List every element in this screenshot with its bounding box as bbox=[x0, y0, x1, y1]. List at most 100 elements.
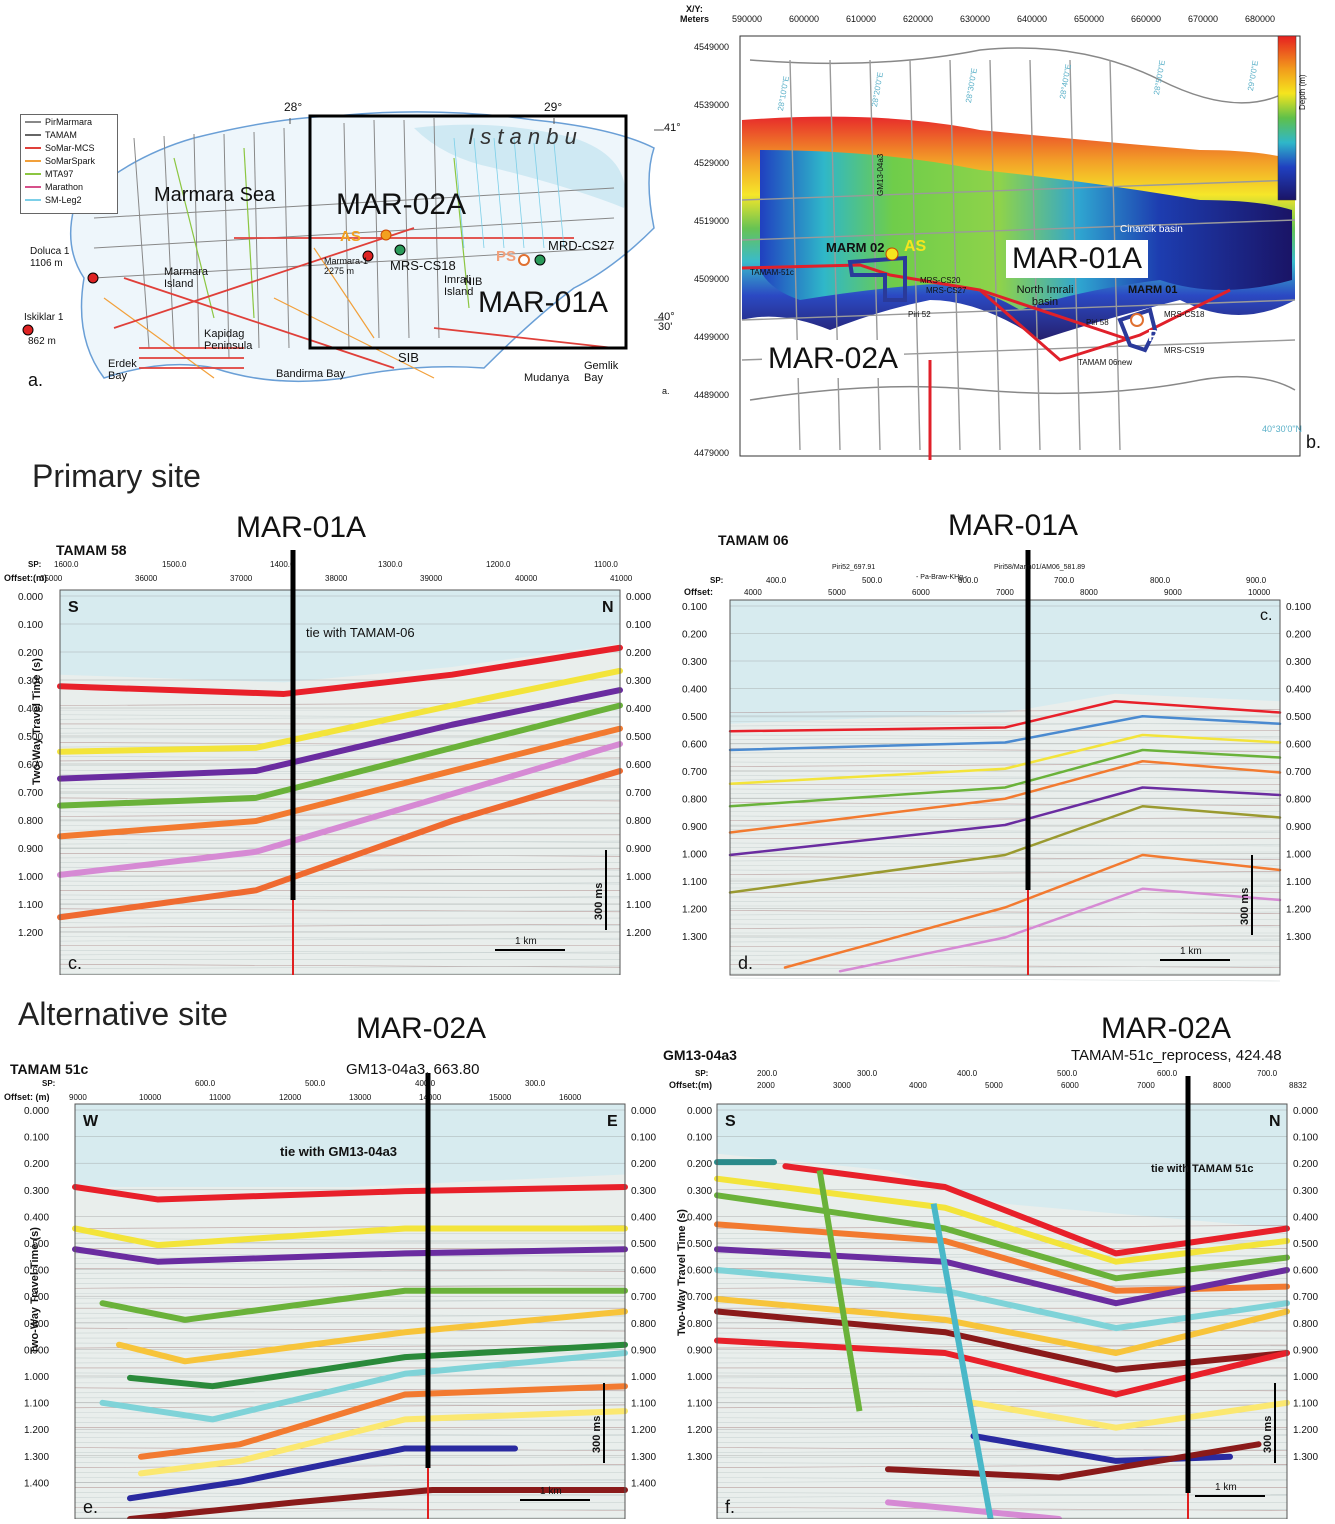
tie-line-header: TAMAM-51c_reprocess, 424.48 bbox=[1071, 1047, 1282, 1064]
horizon-pick bbox=[885, 1499, 1062, 1522]
panel-site-title: MAR-01A bbox=[236, 511, 366, 544]
offset-tick: 2000 bbox=[757, 1081, 775, 1090]
reflector-texture bbox=[59, 923, 621, 928]
reflector-texture bbox=[74, 1270, 626, 1274]
map-a-mar02a-label: MAR-02A bbox=[336, 188, 467, 221]
mrd-cs27-marker bbox=[534, 254, 546, 266]
y-axis-title: Two-Way Travel Time (s) bbox=[29, 1227, 41, 1354]
horizon-pick bbox=[57, 767, 623, 921]
tie-annotation: tie with GM13-04a3 bbox=[280, 1144, 397, 1159]
horizon-pick bbox=[127, 1486, 628, 1522]
sp-tick: 700.0 bbox=[1257, 1069, 1278, 1078]
offset-tick: 8832 bbox=[1289, 1081, 1307, 1090]
y-tick-right: 0.200 bbox=[626, 648, 651, 659]
gemlik-label: Gemlik Bay bbox=[584, 360, 619, 384]
map-a-as-label: AS bbox=[340, 228, 361, 245]
y-tick-right: 0.200 bbox=[1293, 1159, 1318, 1170]
sp-label: SP: bbox=[28, 560, 41, 569]
map-b-y-tick: 4519000 bbox=[694, 216, 730, 226]
horizon-pick bbox=[782, 1163, 1290, 1257]
y-tick-left: 0.500 bbox=[687, 1239, 712, 1250]
y-tick-right: 0.000 bbox=[626, 592, 651, 603]
y-tick-left: 0.600 bbox=[682, 740, 707, 751]
mrs-cs19-label: MRS-CS19 bbox=[1164, 346, 1205, 355]
y-tick-right: 0.100 bbox=[631, 1133, 656, 1144]
y-tick-right: 0.900 bbox=[626, 844, 651, 855]
y-tick-right: 0.400 bbox=[626, 704, 651, 715]
y-tick-right: 0.800 bbox=[1293, 1319, 1318, 1330]
map-b-x-tick: 650000 bbox=[1074, 14, 1105, 24]
sp-tick: 600.0 bbox=[195, 1079, 216, 1088]
offset-tick: 36000 bbox=[135, 574, 158, 583]
y-tick-left: 0.100 bbox=[682, 602, 707, 613]
map-b-y-tick: 4489000 bbox=[694, 390, 730, 400]
sib-label: SIB bbox=[398, 350, 419, 365]
panel-f-svg: 0.000 0.000 0.100 0.100 0.200 0.200 0.300 0.300… bbox=[663, 1012, 1318, 1524]
imrali-label: Imrali Island bbox=[444, 274, 474, 298]
y-tick-right: 0.500 bbox=[1286, 712, 1311, 723]
reflector-texture bbox=[729, 869, 1281, 874]
tie-annotation: tie with TAMAM-06 bbox=[306, 625, 415, 640]
y-tick-left: 0.800 bbox=[682, 795, 707, 806]
legend-swatch bbox=[25, 159, 41, 162]
sediment-body bbox=[60, 643, 620, 975]
reflector-texture bbox=[59, 910, 621, 914]
y-tick-left: 0.800 bbox=[24, 1319, 49, 1330]
sp-label: SP: bbox=[710, 576, 723, 585]
reflector-texture bbox=[729, 896, 1281, 901]
mrs-cs27-label: MRS-CS27 bbox=[926, 286, 967, 295]
horizon-pick bbox=[714, 1175, 1290, 1265]
y-tick-right: 0.200 bbox=[631, 1159, 656, 1170]
reflector-texture bbox=[729, 830, 1281, 835]
y-tick-left: 0.700 bbox=[682, 767, 707, 778]
offset-tick: 16000 bbox=[559, 1093, 582, 1102]
meters-label: Meters bbox=[680, 14, 710, 24]
doluca-well-marker bbox=[87, 272, 99, 284]
panel-site-title: MAR-02A bbox=[356, 1012, 486, 1045]
offset-label: Offset:(m) bbox=[669, 1080, 712, 1090]
offset-tick: 9000 bbox=[1164, 588, 1182, 597]
y-axis-title: Two-Way Travel Time (s) bbox=[676, 1209, 688, 1336]
sp-tick: 600.0 bbox=[1157, 1069, 1178, 1078]
distance-scale-label: 1 km bbox=[1215, 1482, 1237, 1493]
reflector-texture bbox=[716, 1479, 1288, 1483]
y-tick-right: 1.400 bbox=[631, 1478, 656, 1489]
reflector-texture bbox=[729, 722, 1281, 727]
legend-item: PirMarmara bbox=[21, 115, 117, 128]
y-tick-right: 1.000 bbox=[1293, 1372, 1318, 1383]
y-tick-left: 0.900 bbox=[687, 1345, 712, 1356]
header-annotation-b: Piri58/Marm01/AM06_581.89 bbox=[994, 564, 1085, 571]
y-tick-left: 0.100 bbox=[687, 1133, 712, 1144]
horizon-pick bbox=[72, 1184, 628, 1203]
y-tick-left: 0.700 bbox=[24, 1292, 49, 1303]
reflector-texture bbox=[59, 922, 621, 926]
y-tick-left: 1.200 bbox=[687, 1425, 712, 1436]
reflector-texture bbox=[74, 1404, 626, 1409]
y-tick-left: 0.600 bbox=[24, 1266, 49, 1277]
y-tick-left: 0.100 bbox=[24, 1133, 49, 1144]
reflector-texture bbox=[729, 842, 1281, 847]
reflector-texture bbox=[729, 857, 1281, 862]
reflector-texture bbox=[59, 965, 621, 970]
tamam51c-label: TAMAM-51c bbox=[750, 268, 794, 277]
legend-item: SoMar-MCS bbox=[21, 141, 117, 154]
horizon-pick bbox=[72, 1246, 628, 1265]
horizon-pick bbox=[57, 687, 623, 782]
offset-tick: 8000 bbox=[1080, 588, 1098, 597]
panel-b-map: X/Y: Meters 590000 600000 610000 620000 6300… bbox=[680, 0, 1330, 460]
marm01-label: MARM 01 bbox=[1128, 284, 1178, 296]
y-tick-left: 0.600 bbox=[18, 760, 43, 771]
panel-b-letter: b. bbox=[1306, 432, 1322, 452]
y-tick-left: 0.900 bbox=[18, 844, 43, 855]
y-tick-right: 0.700 bbox=[626, 788, 651, 799]
map-b-x-tick: 600000 bbox=[789, 14, 820, 24]
lat-4030-label: 40° 30' bbox=[658, 311, 675, 333]
y-tick-right: 0.400 bbox=[1293, 1212, 1318, 1223]
y-tick-left: 0.100 bbox=[18, 620, 43, 631]
offset-tick: 10000 bbox=[139, 1093, 162, 1102]
study-area-box bbox=[308, 114, 628, 350]
y-tick-left: 0.300 bbox=[18, 676, 43, 687]
offset-tick: 6000 bbox=[912, 588, 930, 597]
reflector-texture bbox=[59, 908, 621, 913]
seismic-line-name: TAMAM 58 bbox=[56, 542, 127, 558]
